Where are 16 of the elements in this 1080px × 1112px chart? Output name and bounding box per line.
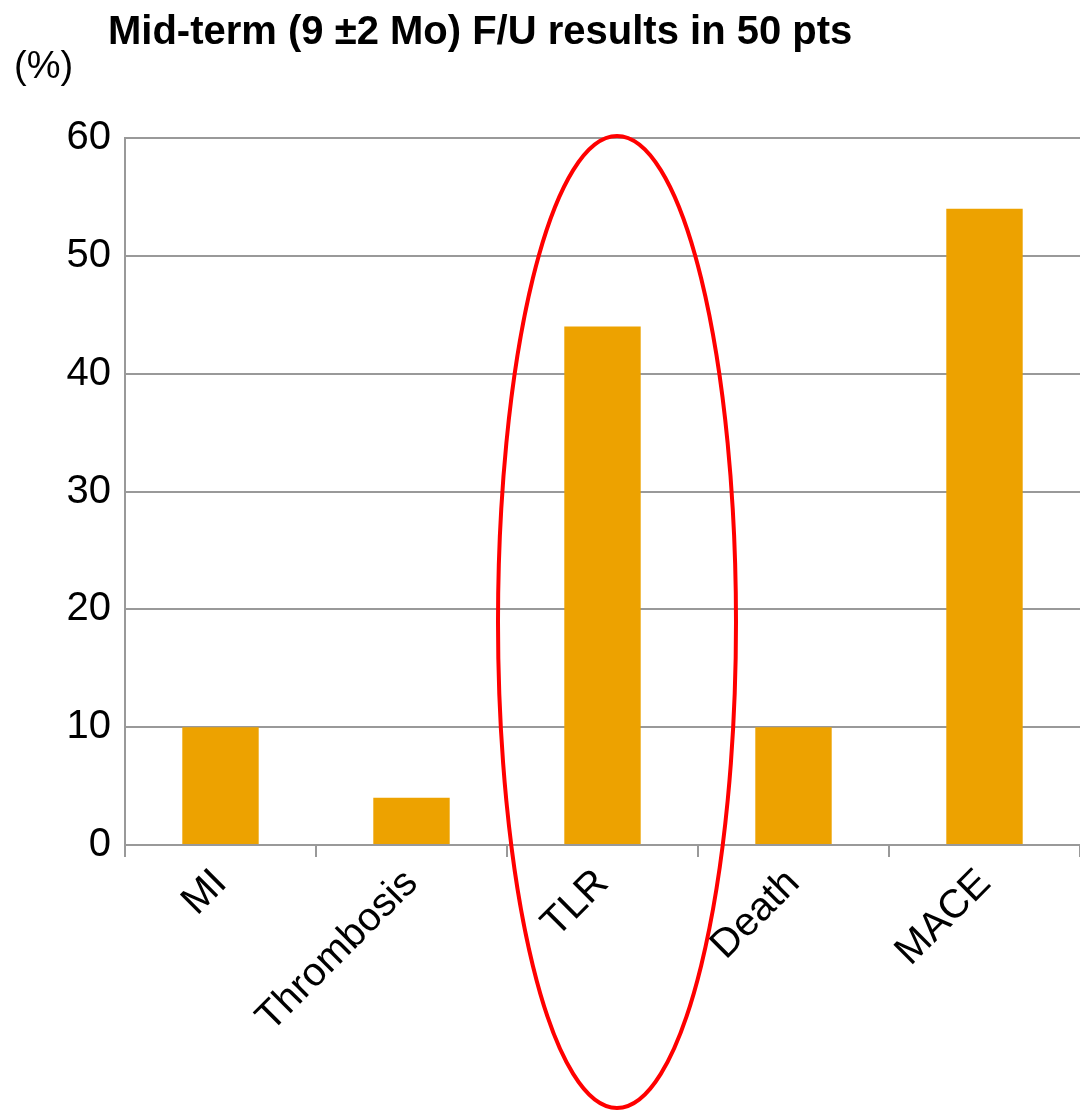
y-tick-label: 50 [66, 230, 111, 275]
y-tick-label: 60 [66, 113, 111, 158]
bar [182, 727, 259, 844]
x-tick-label: MI [171, 859, 234, 922]
x-tick-label: TLR [531, 859, 616, 944]
bar [373, 797, 450, 844]
y-axis-title: (%) [14, 44, 74, 87]
y-tick-label: 30 [66, 466, 111, 511]
bar [564, 326, 641, 844]
bar [946, 208, 1023, 844]
y-tick-label: 0 [88, 820, 111, 865]
bar [755, 727, 832, 844]
y-tick-label: 20 [66, 584, 111, 629]
chart-title: Mid-term (9 ±2 Mo) F/U results in 50 pts [108, 8, 853, 53]
y-tick-label: 10 [66, 702, 111, 747]
y-tick-label: 40 [66, 348, 111, 393]
